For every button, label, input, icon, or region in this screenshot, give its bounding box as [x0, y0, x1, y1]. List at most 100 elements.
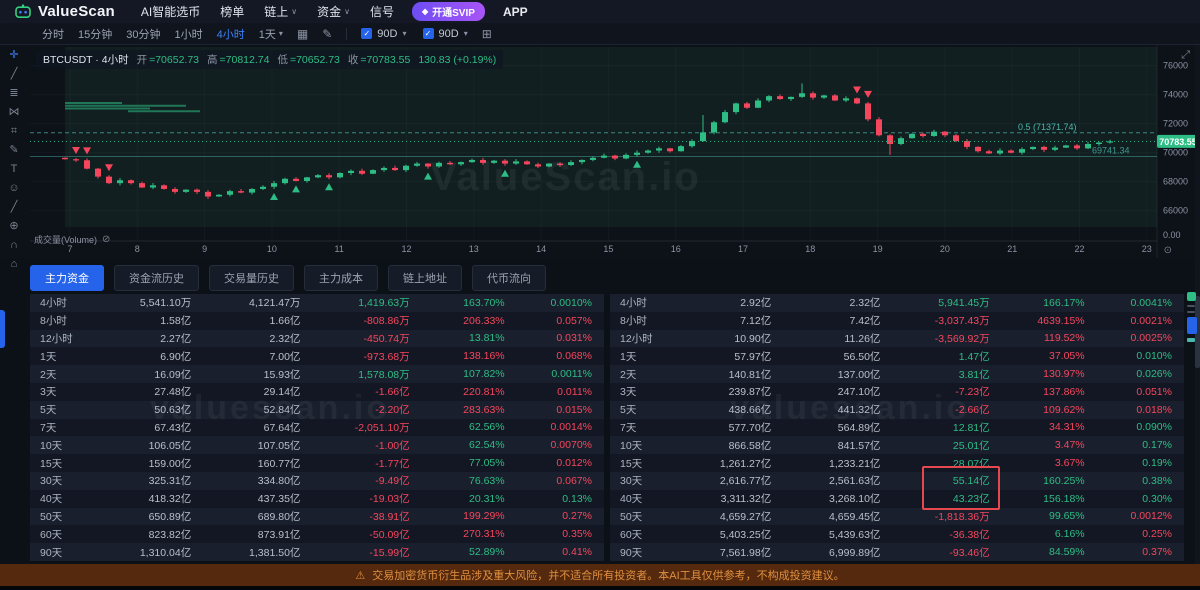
table-row[interactable]: 10天 106.05亿 107.05亿 -1.00亿 62.54% 0.0070% — [30, 436, 604, 455]
netflow-cell: -93.46亿 — [949, 546, 990, 559]
tab-交易量历史[interactable]: 交易量历史 — [209, 264, 294, 291]
position-tool-icon[interactable]: ⌗ — [10, 125, 18, 137]
edge-teal-button[interactable] — [1187, 338, 1195, 342]
compare-icon[interactable]: ✎ — [322, 26, 333, 41]
interval-4小时[interactable]: 4小时 — [217, 26, 245, 42]
netflow-cell: -2.20亿 — [375, 404, 410, 417]
table-row[interactable]: 15天 1,261.27亿 1,233.21亿 28.07亿 3.67% 0.19% — [610, 454, 1184, 472]
table-row[interactable]: 7天 67.43亿 67.64亿 -2,051.10万 62.56% 0.0014% — [30, 418, 604, 437]
fullscreen-icon[interactable]: ⤢ — [1181, 49, 1190, 61]
tab-主力资金[interactable]: 主力资金 — [30, 264, 104, 291]
home-icon[interactable]: ⌂ — [10, 258, 18, 270]
table-row[interactable]: 50天 4,659.27亿 4,659.45亿 -1,818.36万 99.65% 0.0… — [610, 507, 1184, 526]
table-row[interactable]: 30天 325.31亿 334.80亿 -9.49亿 76.63% 0.067% — [30, 471, 604, 490]
text-tool-icon[interactable]: T — [10, 163, 18, 175]
tab-资金流历史[interactable]: 资金流历史 — [114, 264, 199, 291]
percent-cell: 0.012% — [556, 457, 592, 470]
table-row[interactable]: 5天 438.66亿 441.32亿 -2.66亿 109.62% 0.018% — [610, 400, 1184, 419]
edge-green-button[interactable] — [1187, 292, 1196, 301]
interval-15分钟[interactable]: 15分钟 — [78, 26, 112, 42]
xabcd-pattern-icon[interactable]: ⋈ — [8, 106, 20, 118]
trend-line-icon[interactable]: ╱ — [10, 68, 18, 80]
nav-item-ai-picker[interactable]: AI智能选币 — [141, 3, 200, 20]
overlay-select-1[interactable]: ✓ 90D ▾ — [422, 28, 468, 40]
nav-item-funds[interactable]: 资金 ∨ — [317, 3, 350, 20]
table-row[interactable]: 4小时 2.92亿 2.32亿 5,941.45万 166.17% 0.0041% — [610, 294, 1184, 312]
inflow-cell: 5,541.10万 — [139, 297, 192, 310]
ratio-cell: 3.67% — [1054, 457, 1085, 470]
interval-1天[interactable]: 1天 ▾ — [259, 26, 283, 42]
table-row[interactable]: 12小时 2.27亿 2.32亿 -450.74万 13.81% 0.031% — [30, 329, 604, 348]
table-row[interactable]: 10天 866.58亿 841.57亿 25.01亿 3.47% 0.17% — [610, 436, 1184, 455]
table-row[interactable]: 90天 7,561.98亿 6,999.89亿 -93.46亿 84.59% 0.37% — [610, 543, 1184, 561]
checkbox-checked-icon[interactable]: ✓ — [422, 28, 434, 39]
period-cell: 5天 — [40, 404, 57, 417]
table-row[interactable]: 8小时 1.58亿 1.66亿 -808.86万 206.33% 0.057% — [30, 311, 604, 330]
table-row[interactable]: 5天 50.63亿 52.84亿 -2.20亿 283.63% 0.015% — [30, 400, 604, 419]
overlay-select-0[interactable]: ✓ 90D ▾ — [361, 28, 407, 40]
table-row[interactable]: 50天 650.89亿 689.80亿 -38.91亿 199.29% 0.27% — [30, 507, 604, 526]
netflow-cell: 55.14亿 — [952, 475, 990, 488]
percent-cell: 0.051% — [1136, 385, 1172, 398]
zoom-in-icon[interactable]: ⊕ — [9, 220, 19, 232]
table-row[interactable]: 4小时 5,541.10万 4,121.47万 1,419.63万 163.70% 0.0… — [30, 294, 604, 312]
svg-text:23: 23 — [1142, 244, 1152, 254]
table-row[interactable]: 40天 418.32亿 437.35亿 -19.03亿 20.31% 0.13% — [30, 489, 604, 508]
inflow-cell: 418.32亿 — [148, 493, 192, 506]
table-row[interactable]: 3天 27.48亿 29.14亿 -1.66亿 220.81% 0.011% — [30, 382, 604, 401]
inflow-cell: 7.12亿 — [740, 315, 772, 328]
ruler-icon[interactable]: ╱ — [10, 201, 18, 213]
svg-text:69741.34: 69741.34 — [1092, 145, 1130, 155]
svg-text:70783.55: 70783.55 — [1159, 137, 1197, 147]
nav-item-onchain[interactable]: 链上 ∨ — [264, 3, 297, 20]
table-row[interactable]: 2天 140.81亿 137.00亿 3.81亿 130.97% 0.026% — [610, 365, 1184, 383]
nav-item-rank[interactable]: 榜单 — [220, 3, 244, 20]
parallel-channel-icon[interactable]: ≣ — [9, 87, 19, 99]
table-row[interactable]: 60天 823.82亿 873.91亿 -50.09亿 270.31% 0.35% — [30, 525, 604, 544]
interval-label: 30分钟 — [126, 28, 161, 41]
table-row[interactable]: 60天 5,403.25亿 5,439.63亿 -36.38亿 6.16% 0.25% — [610, 525, 1184, 544]
interval-1小时[interactable]: 1小时 — [175, 26, 203, 42]
left-edge-widget[interactable] — [0, 310, 5, 348]
percent-cell: 0.011% — [557, 385, 592, 398]
magnet-icon[interactable]: ∩ — [10, 239, 18, 251]
svip-button[interactable]: ◆ 开通SVIP — [411, 2, 485, 21]
svg-text:12: 12 — [401, 244, 411, 254]
edge-blue-button[interactable] — [1187, 317, 1197, 334]
table-row[interactable]: 2天 16.09亿 15.93亿 1,578.08万 107.82% 0.0011% — [30, 365, 604, 383]
app-link[interactable]: APP — [502, 4, 528, 19]
table-row[interactable]: 15天 159.00亿 160.77亿 -1.77亿 77.05% 0.012% — [30, 454, 604, 472]
nav-item-signal[interactable]: 信号 — [370, 3, 394, 20]
svg-text:76000: 76000 — [1163, 61, 1188, 71]
percent-cell: 0.0011% — [551, 368, 592, 381]
page-scrollbar[interactable] — [1195, 0, 1200, 590]
scrollbar-thumb[interactable] — [1195, 296, 1200, 368]
table-row[interactable]: 3天 239.87亿 247.10亿 -7.23亿 137.86% 0.051% — [610, 382, 1184, 401]
tab-链上地址[interactable]: 链上地址 — [388, 264, 462, 291]
interval-30分钟[interactable]: 30分钟 — [126, 26, 160, 42]
interval-分时[interactable]: 分时 — [42, 26, 64, 42]
indicator-icon[interactable]: ▦ — [296, 26, 309, 41]
table-row[interactable]: 30天 2,616.77亿 2,561.63亿 55.14亿 160.25% 0.38% — [610, 471, 1184, 490]
crosshair-icon[interactable]: ✛ — [9, 49, 19, 61]
tab-主力成本[interactable]: 主力成本 — [304, 264, 378, 291]
grid-layout-icon[interactable]: ⊞ — [481, 26, 492, 41]
checkbox-checked-icon[interactable]: ✓ — [361, 28, 373, 39]
timezone-clock-icon[interactable]: ⊙ — [1163, 245, 1172, 256]
table-row[interactable]: 1天 57.97亿 56.50亿 1.47亿 37.05% 0.010% — [610, 347, 1184, 366]
tab-代币流向[interactable]: 代币流向 — [472, 264, 546, 291]
brand-logo[interactable]: ValueScan — [14, 3, 115, 20]
table-row[interactable]: 7天 577.70亿 564.89亿 12.81亿 34.31% 0.090% — [610, 418, 1184, 437]
ratio-cell: 34.31% — [1049, 421, 1085, 434]
emoji-icon[interactable]: ☺ — [8, 182, 20, 194]
brush-icon[interactable]: ✎ — [9, 144, 19, 156]
table-row[interactable]: 8小时 7.12亿 7.42亿 -3,037.43万 4639.15% 0.0021% — [610, 311, 1184, 330]
table-row[interactable]: 1天 6.90亿 7.00亿 -973.68万 138.16% 0.068% — [30, 347, 604, 366]
table-row[interactable]: 90天 1,310.04亿 1,381.50亿 -15.99亿 52.89% 0.41% — [30, 543, 604, 561]
eye-off-icon[interactable]: ⊘ — [102, 234, 111, 245]
candlestick-chart[interactable]: 0.5 (71371.74) 69741.34 70783.55 76000 74000… — [0, 45, 1200, 258]
inflow-cell: 5,403.25亿 — [719, 528, 772, 541]
table-row[interactable]: 12小时 10.90亿 11.26亿 -3,569.92万 119.52% 0.0025% — [610, 329, 1184, 348]
table-row[interactable]: 40天 3,311.32亿 3,268.10亿 43.23亿 156.18% 0.30% — [610, 489, 1184, 508]
netflow-cell: -1.77亿 — [375, 457, 410, 470]
